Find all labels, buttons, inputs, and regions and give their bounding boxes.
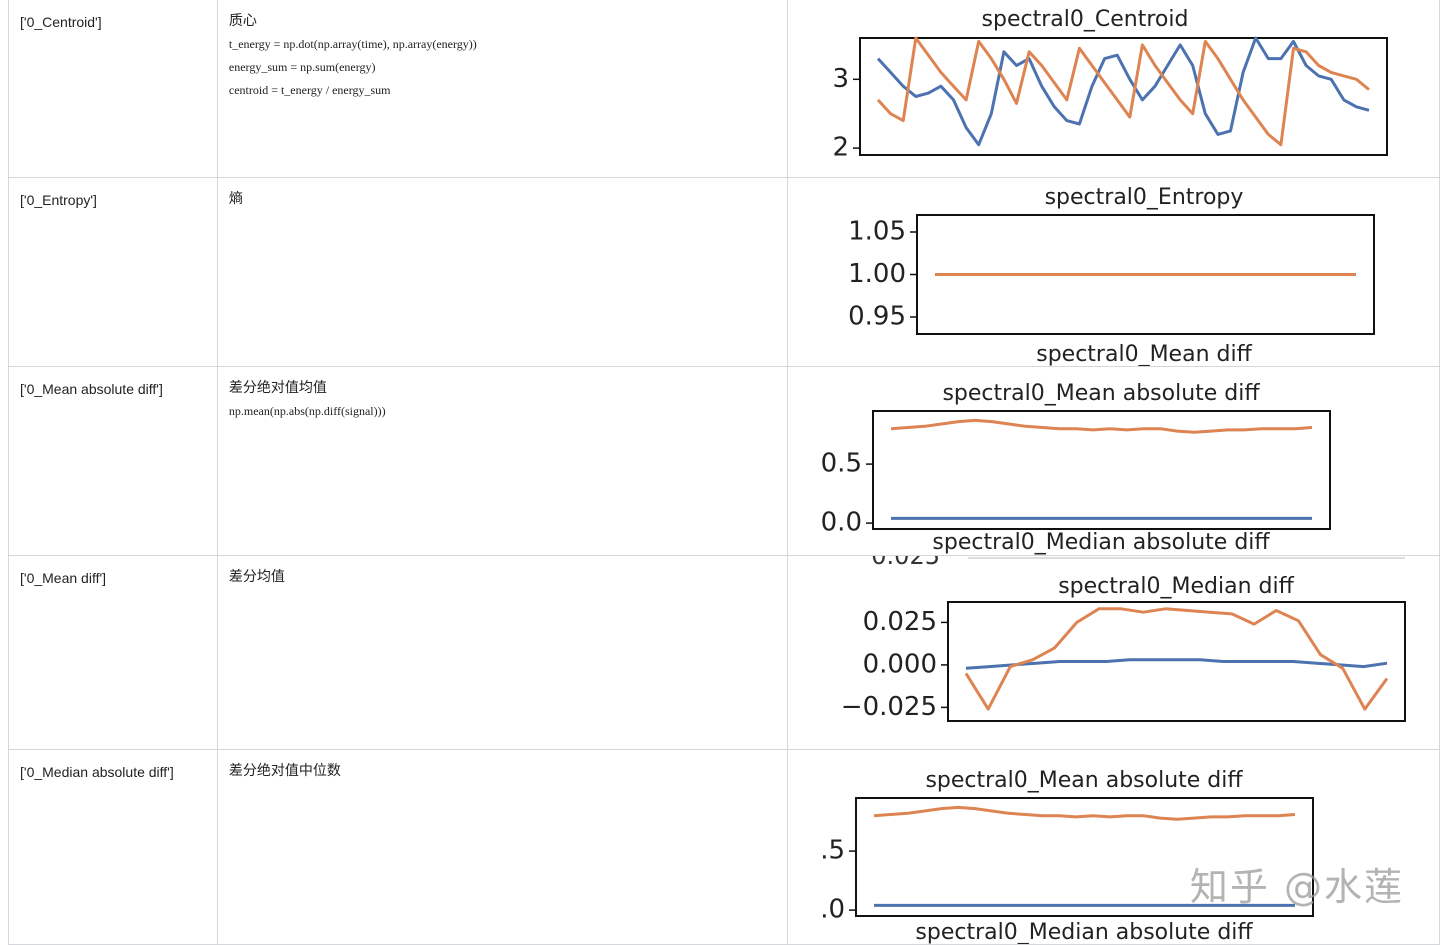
code-line: t_energy = np.dot(np.array(time), np.arr… bbox=[229, 37, 787, 51]
feature-desc: 差分绝对值中位数 bbox=[229, 764, 787, 780]
chart-title: spectral0_Entropy bbox=[1044, 185, 1243, 210]
table-row: ['0_Mean absolute diff'] 差分绝对值均值 np.mean… bbox=[9, 367, 1440, 556]
y-tick-label: 0.0 bbox=[820, 508, 861, 538]
feature-name: ['0_Entropy'] bbox=[9, 178, 217, 208]
chart-title: spectral0_Centroid bbox=[981, 7, 1188, 32]
chart-entropy: spectral0_Entropy 0.95 1.00 1.05 spectral0_M… bbox=[788, 178, 1440, 367]
y-tick-label: .5 bbox=[820, 836, 845, 866]
series-line-1 bbox=[891, 420, 1312, 432]
y-tick-label: 1.00 bbox=[848, 259, 906, 289]
feature-desc: 质心 bbox=[229, 14, 787, 30]
code-line: energy_sum = np.sum(energy) bbox=[229, 60, 787, 74]
y-tick-label: 0.5 bbox=[820, 449, 861, 479]
chart-title: spectral0_Median diff bbox=[1058, 574, 1294, 599]
chart-cell: spectral0_Entropy 0.95 1.00 1.05 spectral0_M… bbox=[787, 178, 1439, 367]
chart-median-abs-diff: spectral0_Mean absolute diff .0 .5 spectral… bbox=[788, 750, 1440, 945]
chart-cell: spectral0_Centroid 2 3 bbox=[787, 0, 1439, 178]
feature-desc: 差分均值 bbox=[229, 570, 787, 586]
chart-centroid: spectral0_Centroid 2 3 bbox=[788, 0, 1440, 178]
next-chart-title: spectral0_Median absolute diff bbox=[915, 920, 1253, 945]
feature-name: ['0_Mean diff'] bbox=[9, 556, 217, 586]
code-line: centroid = t_energy / energy_sum bbox=[229, 83, 787, 97]
feature-name-cell: ['0_Mean absolute diff'] bbox=[9, 367, 218, 556]
y-tick-label: 1.05 bbox=[848, 217, 906, 247]
feature-desc: 熵 bbox=[229, 192, 787, 208]
feature-name-cell: ['0_Median absolute diff'] bbox=[9, 750, 218, 945]
chart-frame bbox=[948, 602, 1405, 721]
y-tick-label: −0.025 bbox=[840, 692, 936, 722]
feature-name-cell: ['0_Centroid'] bbox=[9, 0, 218, 178]
feature-name-cell: ['0_Entropy'] bbox=[9, 178, 218, 367]
y-tick-label: 0.000 bbox=[862, 649, 936, 679]
feature-name-cell: ['0_Mean diff'] bbox=[9, 556, 218, 750]
next-chart-title: spectral0_Mean diff bbox=[1036, 342, 1252, 367]
table-row: ['0_Median absolute diff'] 差分绝对值中位数 spec… bbox=[9, 750, 1440, 945]
chart-title: spectral0_Mean absolute diff bbox=[925, 768, 1243, 793]
feature-desc-cell: 差分均值 bbox=[217, 556, 787, 750]
y-tick-label: 0.95 bbox=[848, 302, 906, 332]
chart-median-diff: 0.025 spectral0_Median diff −0.025 0.000 0.0… bbox=[788, 556, 1440, 750]
feature-desc-cell: 熵 bbox=[217, 178, 787, 367]
y-tick-label: 0.025 bbox=[862, 607, 936, 637]
series-line-0 bbox=[878, 38, 1369, 145]
feature-desc: 差分绝对值均值 bbox=[229, 381, 787, 397]
chart-cell: spectral0_Mean absolute diff 0.0 0.5 spectr… bbox=[787, 367, 1439, 556]
feature-desc-cell: 差分绝对值中位数 bbox=[217, 750, 787, 945]
table-row: ['0_Centroid'] 质心 t_energy = np.dot(np.a… bbox=[9, 0, 1440, 178]
y-tick-label: 3 bbox=[832, 64, 849, 94]
y-tick-label: .0 bbox=[820, 895, 845, 925]
chart-mean-abs-diff: spectral0_Mean absolute diff 0.0 0.5 spectr… bbox=[788, 367, 1440, 556]
next-chart-title: spectral0_Median absolute diff bbox=[932, 530, 1270, 555]
code-line: np.mean(np.abs(np.diff(signal))) bbox=[229, 404, 787, 418]
y-tick-label: 2 bbox=[832, 133, 849, 163]
chart-title: spectral0_Mean absolute diff bbox=[942, 381, 1260, 406]
series-line-1 bbox=[874, 807, 1295, 819]
table-row: ['0_Entropy'] 熵 spectral0_Entropy 0.95 1.0… bbox=[9, 178, 1440, 367]
chart-cell: 0.025 spectral0_Median diff −0.025 0.000 0.0… bbox=[787, 556, 1439, 750]
chart-cell: spectral0_Mean absolute diff .0 .5 spectral… bbox=[787, 750, 1439, 945]
feature-name: ['0_Centroid'] bbox=[9, 0, 217, 30]
table-row: ['0_Mean diff'] 差分均值 0.025 spectral0_Medi… bbox=[9, 556, 1440, 750]
feature-desc-cell: 质心 t_energy = np.dot(np.array(time), np.… bbox=[217, 0, 787, 178]
feature-desc-cell: 差分绝对值均值 np.mean(np.abs(np.diff(signal))) bbox=[217, 367, 787, 556]
prev-chart-tick: 0.025 bbox=[871, 556, 940, 570]
feature-name: ['0_Mean absolute diff'] bbox=[9, 367, 217, 397]
feature-name: ['0_Median absolute diff'] bbox=[9, 750, 217, 780]
feature-table: ['0_Centroid'] 质心 t_energy = np.dot(np.a… bbox=[8, 0, 1440, 945]
series-line-1 bbox=[878, 38, 1369, 145]
